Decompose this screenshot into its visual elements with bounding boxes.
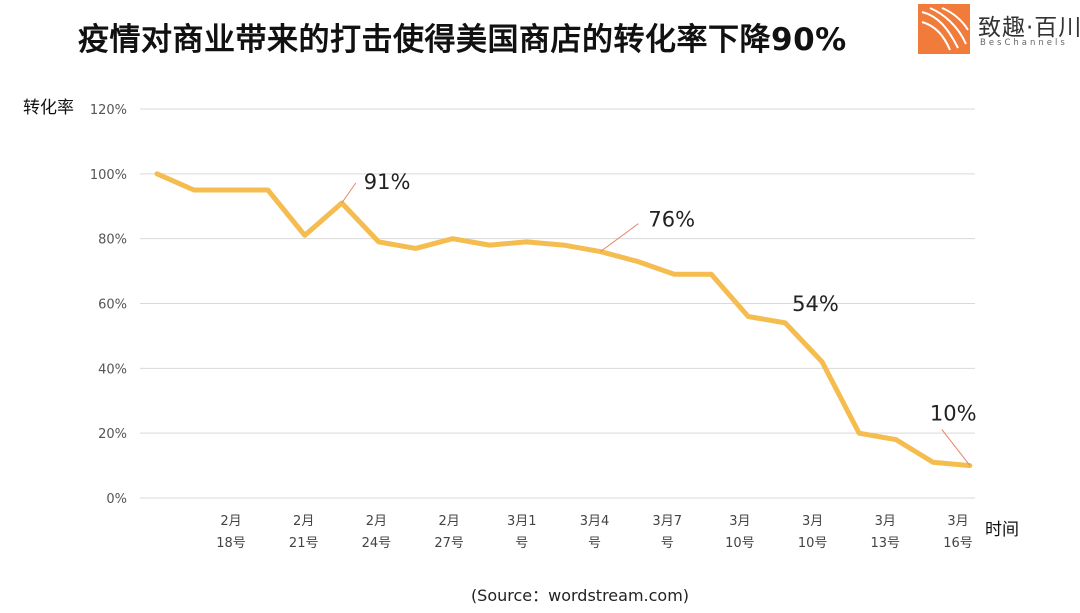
x-tick-label: 2月 xyxy=(293,514,314,529)
x-tick-label: 27号 xyxy=(434,536,464,551)
annotation-leader-line xyxy=(941,429,971,466)
annotation-leader-line xyxy=(600,223,639,253)
x-tick-label: 号 xyxy=(661,536,674,551)
x-tick-label: 号 xyxy=(515,536,528,551)
y-tick-label: 40% xyxy=(98,362,127,377)
data-label: 76% xyxy=(648,208,695,232)
x-tick-label: 号 xyxy=(588,536,601,551)
grid-lines xyxy=(140,108,975,499)
x-tick-label: 3月4 xyxy=(580,514,610,529)
x-tick-labels: 2月 18号 2月 21号 2月 24号 2月 27号 3月1 号 3月4 号 3月7 号 3月 10号 3月 1… xyxy=(216,514,973,551)
data-label: 91% xyxy=(364,170,411,194)
x-tick-label: 24号 xyxy=(362,536,392,551)
page-title: 疫情对商业带来的打击使得美国商店的转化率下降90% xyxy=(78,22,847,58)
y-axis-label: 转化率 xyxy=(23,98,74,118)
x-tick-label: 3月 xyxy=(729,514,750,529)
y-tick-label: 0% xyxy=(106,492,127,507)
x-tick-label: 16号 xyxy=(943,536,973,551)
data-label: 10% xyxy=(930,402,977,426)
x-tick-label: 10号 xyxy=(798,536,828,551)
logo-name-cn: 致趣·百川 xyxy=(978,15,1080,41)
data-label: 54% xyxy=(792,292,839,316)
x-tick-label: 21号 xyxy=(289,536,319,551)
source-note: (Source：wordstream.com) xyxy=(470,586,690,605)
series-layer xyxy=(154,171,973,469)
x-tick-label: 2月 xyxy=(366,514,387,529)
y-tick-labels: 0% 20% 40% 60% 80% 100% 120% xyxy=(90,103,127,507)
y-tick-label: 20% xyxy=(98,427,127,442)
x-tick-label: 3月7 xyxy=(652,514,682,529)
annotation-leader-line xyxy=(341,182,357,204)
x-tick-label: 3月 xyxy=(875,514,896,529)
annotations: 91% 76% 54% 10% xyxy=(341,170,977,466)
brand-logo: 致趣·百川 BesChannels xyxy=(918,4,1080,56)
x-tick-label: 18号 xyxy=(216,536,246,551)
x-tick-label: 2月 xyxy=(220,514,241,529)
x-tick-label: 3月 xyxy=(802,514,823,529)
y-tick-label: 80% xyxy=(98,233,127,248)
y-tick-label: 60% xyxy=(98,298,127,313)
x-axis-label: 时间 xyxy=(985,520,1019,540)
x-tick-label: 3月 xyxy=(947,514,968,529)
logo-name-en: BesChannels xyxy=(980,38,1068,48)
logo-mark-icon xyxy=(918,4,970,54)
x-tick-label: 2月 xyxy=(438,514,459,529)
x-tick-label: 13号 xyxy=(871,536,901,551)
y-tick-label: 100% xyxy=(90,168,127,183)
y-tick-label: 120% xyxy=(90,103,127,118)
x-tick-label: 3月1 xyxy=(507,514,537,529)
series-line xyxy=(154,171,973,469)
x-tick-label: 10号 xyxy=(725,536,755,551)
